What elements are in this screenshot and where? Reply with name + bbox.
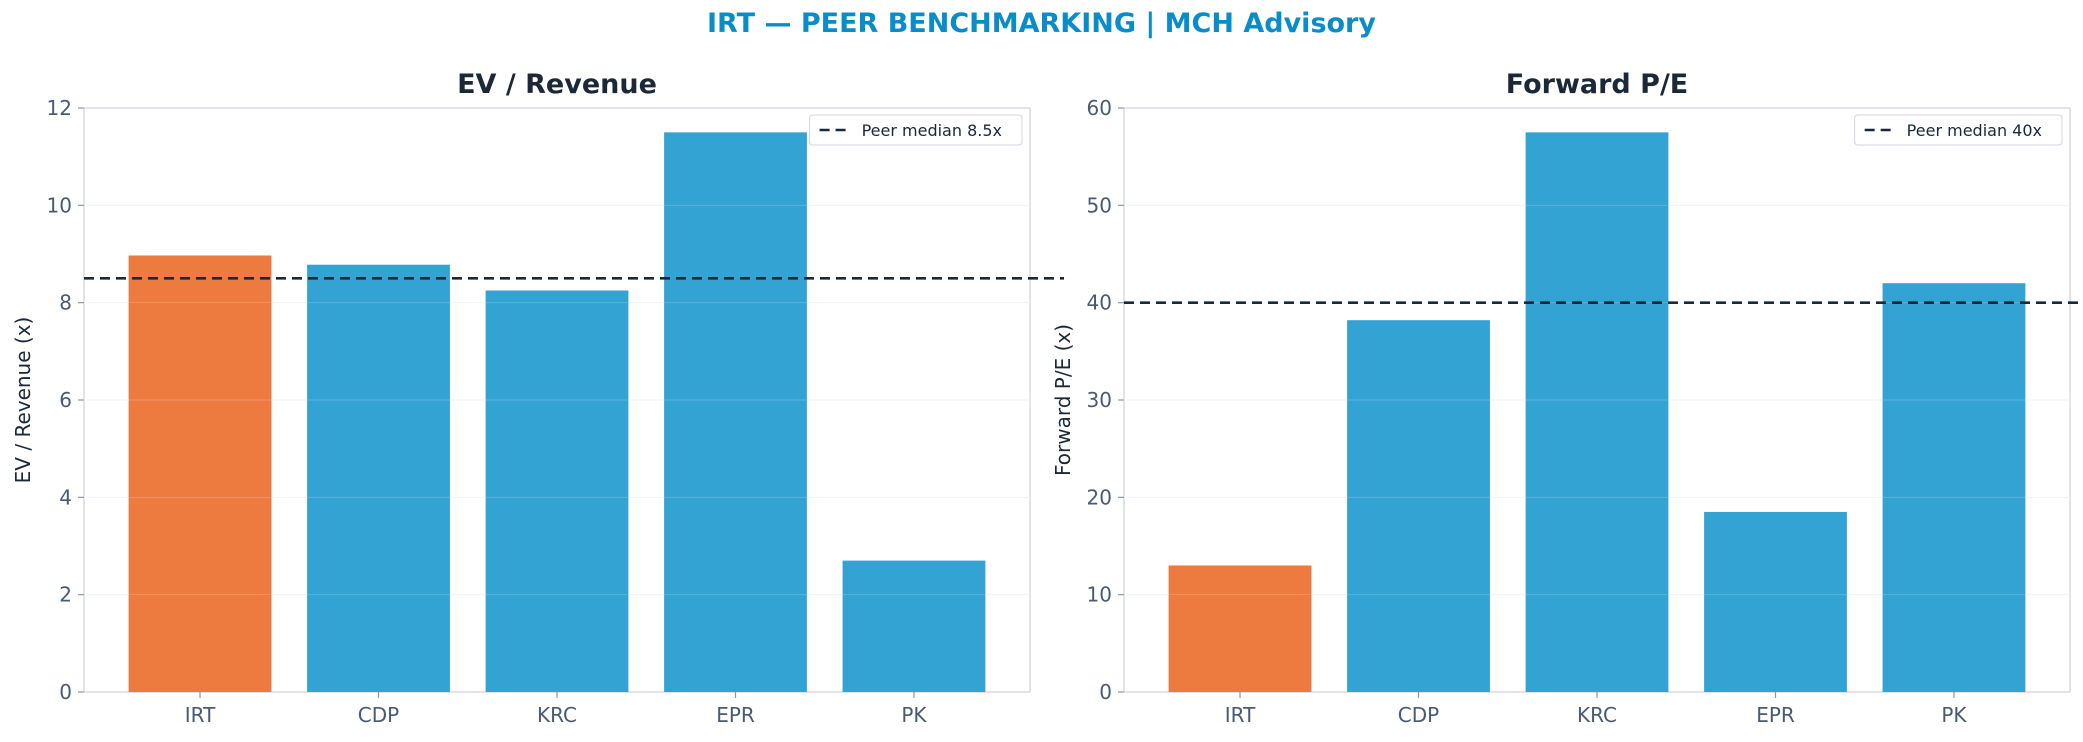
y-axis-label: EV / Revenue (x) (11, 317, 35, 484)
x-tick-label: IRT (1225, 703, 1256, 727)
bar-pk (842, 560, 986, 692)
legend-box (1854, 114, 2063, 146)
legend: Peer median 40x (1854, 114, 2063, 146)
bar-pk (1882, 283, 2026, 692)
y-tick-label: 4 (59, 485, 72, 509)
y-tick-label: 8 (59, 291, 72, 315)
y-tick-label: 20 (1087, 485, 1112, 509)
y-tick-label: 10 (47, 193, 72, 217)
y-tick-label: 30 (1087, 388, 1112, 412)
y-tick-label: 0 (59, 680, 72, 704)
bar-krc (485, 290, 629, 692)
bar-irt (1168, 565, 1312, 692)
bar-cdp (307, 264, 450, 692)
legend-label: Peer median 40x (1907, 121, 2042, 140)
y-tick-label: 10 (1087, 583, 1112, 607)
legend: Peer median 8.5x (809, 114, 1023, 146)
y-tick-label: 2 (59, 583, 72, 607)
bar-epr (664, 132, 807, 693)
x-tick-label: EPR (1756, 703, 1795, 727)
bar-krc (1525, 132, 1669, 693)
chart-title: EV / Revenue (457, 69, 657, 100)
y-axis-label: Forward P/E (x) (1051, 324, 1075, 476)
legend-box (809, 114, 1023, 146)
x-tick-label: PK (1941, 703, 1967, 727)
y-tick-label: 60 (1087, 96, 1112, 120)
y-tick-label: 12 (47, 96, 72, 120)
chart-title: Forward P/E (1506, 69, 1689, 100)
bar-epr (1704, 511, 1847, 692)
x-tick-label: KRC (537, 703, 577, 727)
y-tick-label: 40 (1087, 291, 1112, 315)
y-tick-label: 6 (59, 388, 72, 412)
x-tick-label: EPR (716, 703, 755, 727)
figure-title: IRT — PEER BENCHMARKING | MCH Advisory (707, 8, 1376, 39)
chart-2: 0 10 20 30 40 50 60 IRT CDP KRC EPR PK Forward P/E Fo… (1051, 69, 2083, 727)
x-tick-label: IRT (185, 703, 216, 727)
x-tick-label: PK (901, 703, 927, 727)
chart-1: 0 2 4 6 8 10 12 IRT CDP KRC EPR PK EV / Revenue EV / … (11, 69, 1064, 727)
y-tick-label: 50 (1087, 193, 1112, 217)
bar-cdp (1347, 320, 1490, 692)
x-tick-label: CDP (358, 703, 399, 727)
x-tick-label: CDP (1398, 703, 1439, 727)
bar-irt (128, 255, 272, 692)
y-tick-label: 0 (1099, 680, 1112, 704)
legend-label: Peer median 8.5x (862, 121, 1002, 140)
x-tick-label: KRC (1577, 703, 1617, 727)
